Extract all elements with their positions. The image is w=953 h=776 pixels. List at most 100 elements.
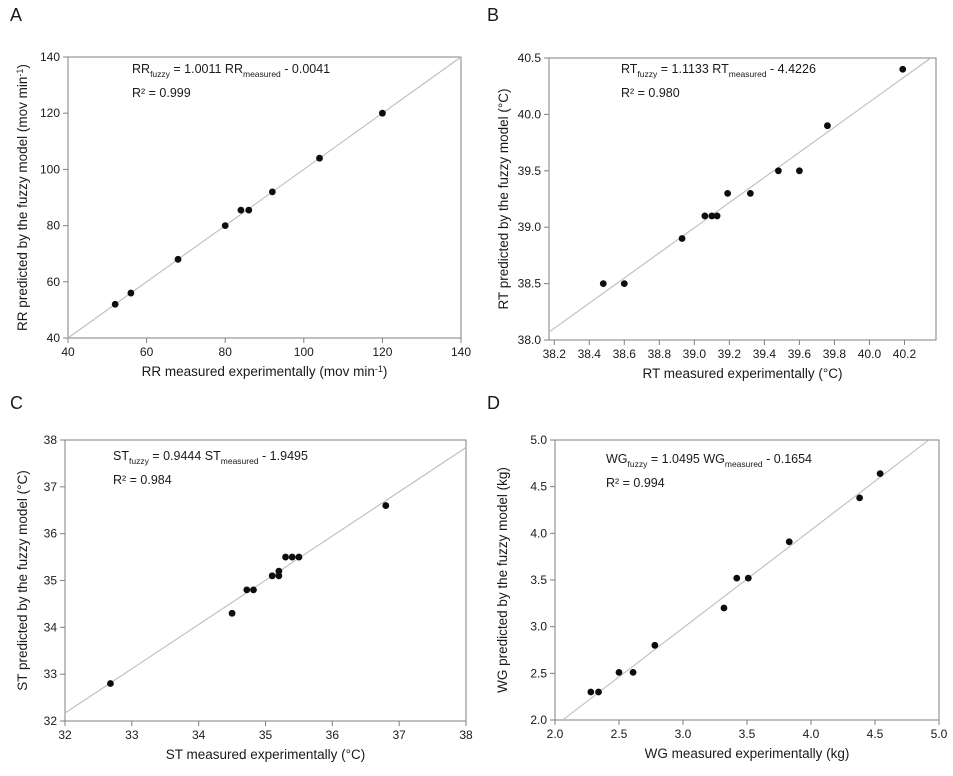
data-point bbox=[701, 212, 709, 220]
y-axis-title: RT predicted by the fuzzy model (°C) bbox=[496, 89, 511, 310]
y-tick-label: 40.0 bbox=[518, 107, 542, 121]
y-tick-label: 3.5 bbox=[530, 573, 547, 587]
x-tick-label: 40 bbox=[61, 345, 75, 359]
data-point bbox=[824, 122, 831, 130]
data-point bbox=[316, 154, 323, 162]
data-point bbox=[174, 255, 182, 263]
y-tick-label: 100 bbox=[40, 162, 60, 176]
y-tick-label: 4.0 bbox=[530, 526, 547, 540]
data-point bbox=[595, 688, 602, 696]
y-tick-label: 140 bbox=[40, 50, 60, 64]
data-point bbox=[587, 688, 595, 696]
x-axis-title: ST measured experimentally (°C) bbox=[166, 747, 365, 762]
y-tick-label: 40 bbox=[47, 331, 61, 345]
data-point bbox=[599, 280, 607, 287]
data-point bbox=[720, 604, 728, 612]
data-point bbox=[620, 280, 628, 287]
regression-line bbox=[548, 57, 932, 333]
panel-label-A: A bbox=[10, 5, 23, 25]
x-tick-label: 32 bbox=[58, 728, 72, 742]
y-axis-title: WG predicted by the fuzzy model (kg) bbox=[495, 467, 510, 693]
data-point bbox=[733, 574, 741, 582]
y-tick-label: 32 bbox=[44, 714, 58, 728]
y-tick-label: 80 bbox=[47, 219, 61, 233]
x-tick-label: 40.0 bbox=[858, 347, 882, 361]
y-tick-label: 4.5 bbox=[530, 480, 547, 494]
y-tick-label: 3.0 bbox=[530, 620, 547, 634]
x-tick-label: 140 bbox=[451, 345, 471, 359]
data-point bbox=[744, 574, 752, 582]
x-tick-label: 35 bbox=[259, 728, 273, 742]
panel-label-B: B bbox=[487, 5, 500, 25]
y-tick-label: 34 bbox=[44, 620, 58, 634]
panel-label-D: D bbox=[487, 393, 500, 413]
data-point bbox=[379, 109, 386, 117]
y-tick-label: 36 bbox=[44, 527, 58, 541]
x-tick-label: 39.2 bbox=[718, 347, 742, 361]
y-tick-label: 38.5 bbox=[518, 277, 542, 291]
y-tick-label: 38.0 bbox=[518, 333, 542, 347]
x-tick-label: 36 bbox=[326, 728, 340, 742]
data-point bbox=[746, 189, 754, 197]
equation-label: WGfuzzy = 1.0495 WGmeasured - 0.1654 bbox=[606, 452, 812, 469]
x-tick-label: 38.6 bbox=[613, 347, 637, 361]
r-squared-label: R² = 0.999 bbox=[132, 86, 191, 100]
x-tick-label: 39.4 bbox=[753, 347, 777, 361]
plot-frame bbox=[548, 57, 937, 341]
data-point bbox=[268, 188, 276, 196]
x-tick-label: 5.0 bbox=[931, 727, 948, 741]
x-tick-label: 4.0 bbox=[803, 727, 820, 741]
x-tick-label: 34 bbox=[192, 728, 206, 742]
data-point bbox=[245, 206, 253, 214]
data-point bbox=[796, 167, 803, 175]
data-point bbox=[678, 235, 686, 242]
data-point bbox=[275, 572, 283, 580]
y-tick-label: 39.0 bbox=[518, 220, 542, 234]
scatter-plot-rt: 38.2 38.4 38.6 38.8 39.0 39.2 39.4 39.6 39.8 40.0… bbox=[496, 51, 937, 381]
data-point bbox=[243, 586, 251, 594]
data-point bbox=[899, 65, 907, 73]
data-point bbox=[282, 553, 289, 561]
x-axis-title: RR measured experimentally (mov min-1) bbox=[142, 364, 388, 379]
y-tick-label: 33 bbox=[44, 667, 58, 681]
data-point bbox=[785, 538, 793, 546]
data-point bbox=[708, 212, 716, 220]
y-axis-title: ST predicted by the fuzzy model (°C) bbox=[15, 470, 30, 691]
x-tick-label: 4.5 bbox=[867, 727, 884, 741]
y-tick-label: 2.5 bbox=[530, 666, 547, 680]
data-point bbox=[295, 553, 303, 561]
data-point bbox=[856, 494, 864, 502]
x-axis-title: RT measured experimentally (°C) bbox=[643, 366, 843, 381]
data-point bbox=[629, 669, 637, 676]
x-tick-label: 2.5 bbox=[611, 727, 628, 741]
x-tick-label: 120 bbox=[372, 345, 392, 359]
x-tick-label: 39.8 bbox=[823, 347, 847, 361]
panel-D: D 2.0 2.5 3.0 3.5 4.0 4.5 5.0 2.0 2.5 3.0 3.5 4.0 4.… bbox=[477, 388, 953, 776]
y-tick-label: 35 bbox=[44, 574, 58, 588]
y-tick-label: 2.0 bbox=[530, 713, 547, 727]
x-tick-label: 3.0 bbox=[675, 727, 692, 741]
scatter-plot-rr: 40 60 80 100 120 140 40 60 80 100 120 140 RRfuzzy = … bbox=[15, 50, 471, 379]
data-point bbox=[111, 300, 119, 308]
x-axis-title: WG measured experimentally (kg) bbox=[645, 746, 850, 761]
panel-A: A 40 60 80 100 120 140 40 60 80 100 120 140 RRfuzzy … bbox=[0, 0, 476, 388]
scatter-plot-wg: 2.0 2.5 3.0 3.5 4.0 4.5 5.0 2.0 2.5 3.0 3.5 4.0 4.5 5… bbox=[495, 433, 948, 761]
data-point bbox=[288, 553, 296, 561]
data-point bbox=[713, 212, 721, 220]
x-tick-label: 80 bbox=[219, 345, 233, 359]
y-tick-label: 5.0 bbox=[530, 433, 547, 447]
x-tick-label: 39.0 bbox=[683, 347, 707, 361]
y-tick-label: 60 bbox=[47, 275, 61, 289]
data-point bbox=[107, 680, 114, 687]
x-tick-label: 38 bbox=[459, 728, 473, 742]
data-point bbox=[228, 609, 236, 617]
x-tick-label: 39.6 bbox=[788, 347, 812, 361]
data-point bbox=[221, 222, 229, 230]
regression-line bbox=[64, 447, 467, 714]
panel-label-C: C bbox=[10, 393, 23, 413]
x-tick-label: 33 bbox=[125, 728, 139, 742]
equation-label: RRfuzzy = 1.0011 RRmeasured - 0.0041 bbox=[132, 62, 330, 79]
x-tick-label: 3.5 bbox=[739, 727, 756, 741]
plot-frame bbox=[67, 56, 462, 339]
x-tick-label: 37 bbox=[392, 728, 406, 742]
